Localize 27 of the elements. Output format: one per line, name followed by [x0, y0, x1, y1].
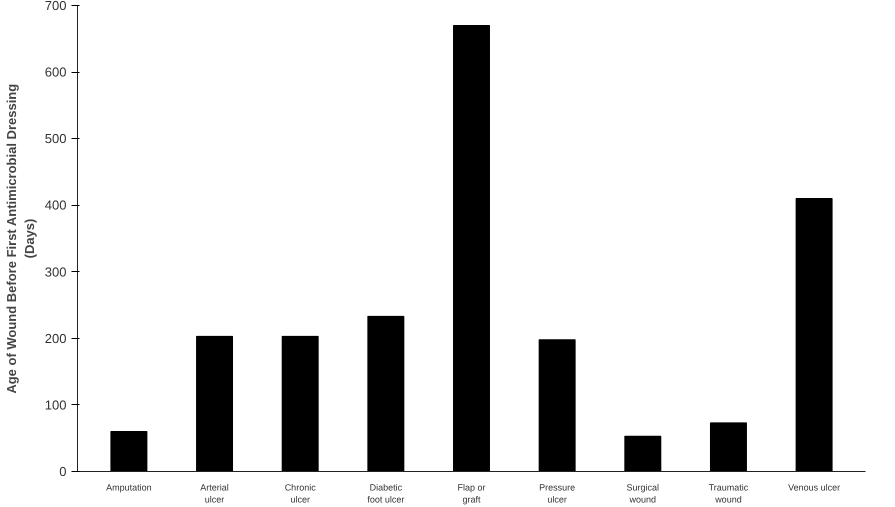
x-tick-label: Traumatic wound — [708, 482, 749, 504]
x-tick-label: Surgical wound — [626, 482, 660, 504]
bar — [710, 422, 747, 472]
y-tick-label: 500 — [44, 131, 67, 146]
y-tick-label: 300 — [44, 264, 67, 280]
bar — [538, 339, 576, 472]
bar — [367, 316, 404, 472]
x-tick-label: Arterial ulcer — [200, 482, 229, 504]
y-tick-label: 0 — [59, 464, 67, 479]
y-tick-label: 100 — [44, 397, 67, 412]
x-tick-label: Flap or graft — [457, 482, 486, 504]
y-tick-label: 200 — [44, 330, 67, 346]
x-tick-label: Pressure ulcer — [539, 482, 576, 504]
bar — [624, 436, 662, 472]
bar — [282, 336, 319, 472]
y-axis-title: Age of Wound Before First Antimicrobial Dressing (Days) — [4, 84, 37, 394]
bar — [453, 24, 490, 472]
y-tick-label: 700 — [44, 0, 67, 13]
y-tick-label: 400 — [44, 198, 67, 213]
y-tick-label: 600 — [44, 64, 67, 80]
bar — [110, 431, 148, 472]
bar — [796, 198, 833, 472]
x-tick-label: Diabetic foot ulcer — [367, 482, 404, 504]
x-tick-label: Venous ulcer — [788, 482, 840, 492]
x-tick-label: Chronic ulcer — [284, 482, 316, 504]
bar — [196, 336, 234, 472]
x-tick-label: Amputation — [106, 482, 152, 492]
